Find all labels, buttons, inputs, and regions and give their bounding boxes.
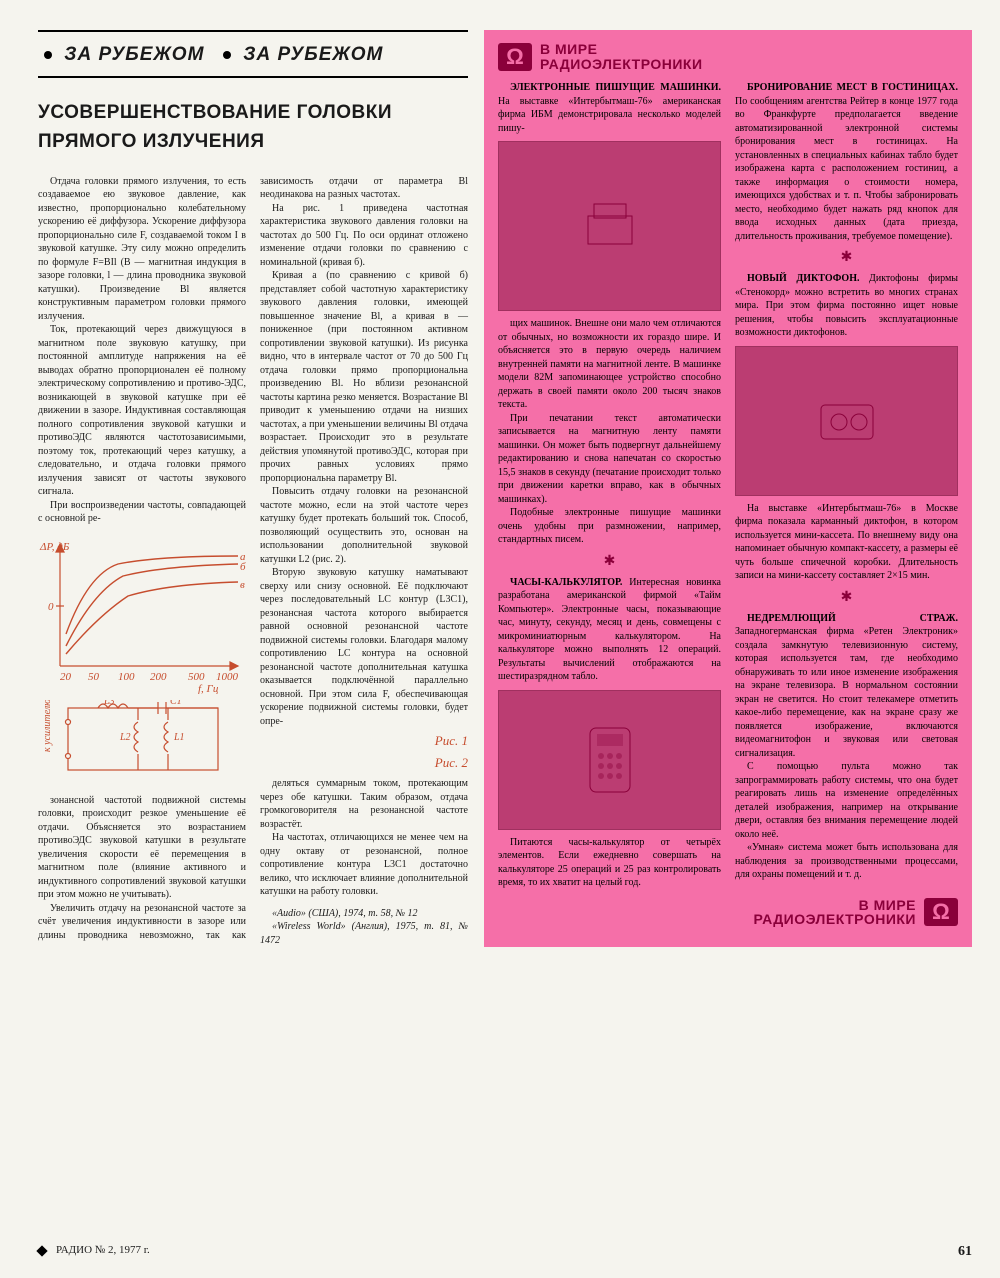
para: Кривая а (по сравнению с кривой б) предс… [260, 269, 468, 485]
photo-typewriter [498, 141, 721, 311]
pink-logo-icon: Ω [924, 898, 958, 926]
fig1-label: Рис. 1 [260, 732, 468, 750]
figure-1-chart: ΔP, дБ 0 а б в 20 50 100 200 500 1000 f,… [38, 534, 246, 694]
curve-label-b: б [240, 561, 246, 573]
s5-p2: С помощью пульта можно так запрограммиро… [735, 760, 958, 841]
xtick: 1000 [216, 671, 239, 683]
figure-2-circuit: L3 C1 L2 L1 к усилителю [38, 700, 246, 788]
para: Отдача головки прямого излучения, то ест… [38, 175, 246, 324]
photo-dictaphone [735, 346, 958, 496]
circuit-l3: L3 [103, 700, 115, 707]
ref: «Wireless World» (Англия), 1975, т. 81, … [260, 920, 468, 947]
separator-icon [735, 249, 958, 268]
s1-p3: Подобные электронные пишущие машинки оче… [498, 506, 721, 547]
s1-head: ЭЛЕКТРОННЫЕ ПИШУЩИЕ МАШИНКИ. [510, 82, 721, 93]
sidebar-world-of-electronics: Ω В МИРЕ РАДИОЭЛЕКТРОНИКИ ЭЛЕКТРОННЫЕ ПИ… [484, 30, 972, 947]
s1-cont: щих машинок. Внешне они мало чем отличаю… [498, 317, 721, 412]
xtick: 20 [60, 671, 72, 683]
pink-header: Ω В МИРЕ РАДИОЭЛЕКТРОНИКИ [498, 42, 958, 71]
pink-title-1: В МИРЕ [540, 42, 703, 57]
article-title: УСОВЕРШЕНСТВОВАНИЕ ГОЛОВКИ ПРЯМОГО ИЗЛУЧ… [38, 98, 468, 157]
photo-watch-calculator [498, 690, 721, 830]
page-footer: РАДИО № 2, 1977 г. 61 [38, 1243, 972, 1262]
xtick: 200 [150, 671, 167, 683]
para: зонансной частотой подвижной системы гол… [38, 794, 246, 902]
section-header: ЗА РУБЕЖОМ ЗА РУБЕЖОМ [38, 38, 468, 78]
s2-head: ЧАСЫ-КАЛЬКУЛЯТОР. [510, 577, 622, 588]
chart-ytick-0: 0 [48, 601, 54, 613]
s1-p2: При печатании текст автоматически записы… [498, 412, 721, 507]
pink-footer: В МИРЕ РАДИОЭЛЕКТРОНИКИ Ω [498, 898, 958, 927]
s1-body: На выставке «Интербытмаш-76» американска… [498, 96, 721, 134]
footer-left: РАДИО № 2, 1977 г. [56, 1244, 150, 1256]
para: При воспроизведении частоты, совпадающей… [38, 499, 246, 526]
s4-head: НОВЫЙ ДИКТОФОН. [747, 273, 859, 284]
separator-icon [735, 589, 958, 608]
s2-body: Интересная новинка разработана американс… [498, 577, 721, 683]
para: Ток, протекающий через движущуюся в магн… [38, 323, 246, 499]
para: На частотах, отличающихся не менее чем н… [260, 831, 468, 899]
pink-title-2: РАДИОЭЛЕКТРОНИКИ [540, 57, 703, 72]
pink-logo-icon: Ω [498, 43, 532, 71]
circuit-l1: L1 [173, 732, 185, 743]
circuit-amp: к усилителю [42, 700, 53, 752]
page-number: 61 [958, 1243, 972, 1262]
s2-p2: Питаются часы-калькулятор от четырёх эле… [498, 836, 721, 890]
header-text-1: ЗА РУБЕЖОМ [64, 44, 204, 65]
left-article: ЗА РУБЕЖОМ ЗА РУБЕЖОМ УСОВЕРШЕНСТВОВАНИЕ… [38, 30, 468, 947]
xtick: 50 [88, 671, 100, 683]
pink-footer-2: РАДИОЭЛЕКТРОНИКИ [753, 912, 916, 927]
s3-head: БРОНИРОВАНИЕ МЕСТ В ГОСТИНИЦАХ. [747, 82, 958, 93]
para: На рис. 1 приведена частотная характерис… [260, 202, 468, 270]
s5-p3: «Умная» система может быть использована … [735, 841, 958, 882]
pink-body: ЭЛЕКТРОННЫЕ ПИШУЩИЕ МАШИНКИ. На выставке… [498, 81, 958, 889]
article-body: Отдача головки прямого излучения, то ест… [38, 175, 468, 948]
curve-label-v: в [240, 579, 245, 591]
fig2-label: Рис. 2 [260, 754, 468, 772]
references: «Audio» (США), 1974, т. 58, № 12 «Wirele… [260, 907, 468, 948]
para: Вторую звуковую катушку наматывают сверх… [260, 566, 468, 728]
s5-head: НЕДРЕМЛЮЩИЙ СТРАЖ. [747, 613, 958, 624]
s5-body: Западногерманская фирма «Ретен Электрони… [735, 626, 958, 759]
s4-p2: На выставке «Интербытмаш-76» в Москве фи… [735, 502, 958, 583]
s3-body: По сообщениям агентства Рейтер в конце 1… [735, 96, 958, 242]
para: Повысить отдачу головки на резонансной ч… [260, 485, 468, 566]
separator-icon [498, 553, 721, 572]
para: деляться суммарным током, протекающим че… [260, 777, 468, 831]
circuit-l2: L2 [119, 732, 131, 743]
chart-ylabel: ΔP, дБ [39, 541, 70, 553]
header-text-2: ЗА РУБЕЖОМ [243, 44, 383, 65]
pink-footer-1: В МИРЕ [753, 898, 916, 913]
circuit-c1: C1 [170, 700, 182, 707]
xtick: 100 [118, 671, 135, 683]
chart-xlabel: f, Гц [198, 683, 219, 694]
ref: «Audio» (США), 1974, т. 58, № 12 [260, 907, 468, 921]
xtick: 500 [188, 671, 205, 683]
